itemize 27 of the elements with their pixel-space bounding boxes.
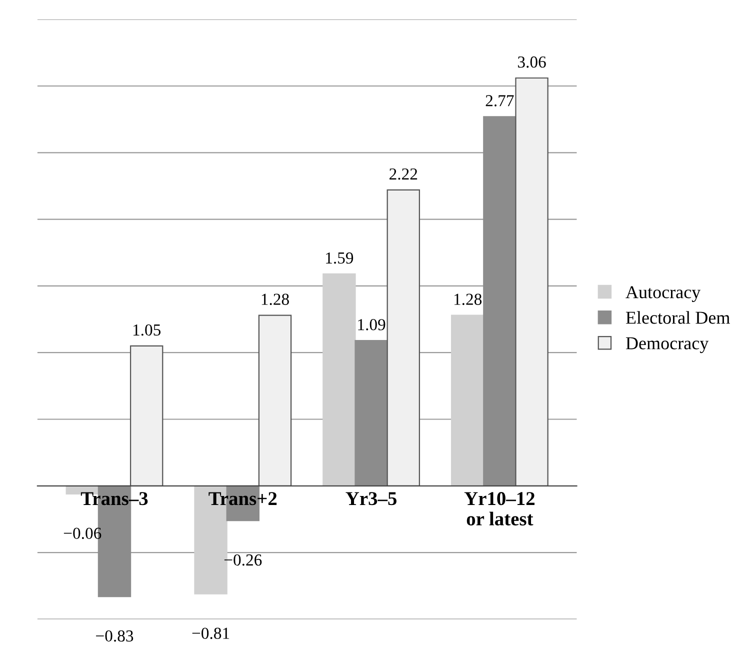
x-tick-label: Trans–3 [80,492,148,506]
data-label: 1.28 [454,294,482,306]
legend-label: Democracy [626,337,709,354]
data-label: 2.77 [486,95,514,106]
bar [450,314,484,486]
bar [130,345,164,486]
legend-label: Electoral Dem [626,311,730,324]
data-label: 3.06 [518,56,546,68]
bar [322,273,356,486]
bar [386,189,420,486]
bar [483,116,516,486]
bar [354,340,388,486]
data-label: 1.05 [133,324,161,336]
x-tick-label: Yr10–12 or latest [464,492,534,526]
data-label: −0.06 [64,528,102,540]
data-label: −0.81 [192,628,230,640]
data-label: 2.22 [390,168,418,180]
data-label: −0.26 [224,554,262,566]
data-label: 1.09 [358,319,386,330]
bar [515,77,548,486]
legend-label: Autocracy [626,286,701,302]
x-tick-label: Trans+2 [208,492,277,506]
data-label: 1.59 [326,252,354,264]
data-label: 1.28 [262,294,289,306]
x-tick-label: Yr3–5 [346,492,396,506]
bar [258,314,292,486]
data-label: −0.83 [96,630,134,642]
